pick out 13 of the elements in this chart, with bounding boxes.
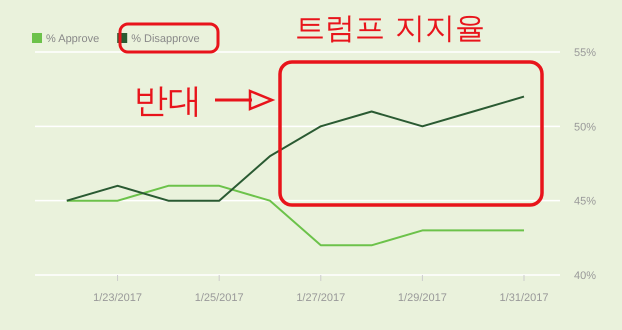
y-tick-label: 55% [574, 47, 596, 59]
legend-label: % Disapprove [131, 33, 200, 45]
y-tick-label: 50% [574, 121, 596, 134]
y-tick-label: 45% [574, 196, 596, 208]
y-tick-label: 40% [574, 270, 596, 282]
x-tick-label: 1/25/2017 [194, 292, 244, 304]
title: 트럼프 지지율 [295, 11, 485, 46]
x-tick-label: 1/29/2017 [398, 292, 447, 304]
annotation: 반대 [134, 81, 202, 121]
x-tick-label: 1/23/2017 [93, 292, 142, 304]
x-tick-label: 1/31/2017 [500, 292, 548, 304]
x-tick-label: 1/27/2017 [296, 292, 346, 304]
legend-label: % Approve [46, 33, 100, 45]
